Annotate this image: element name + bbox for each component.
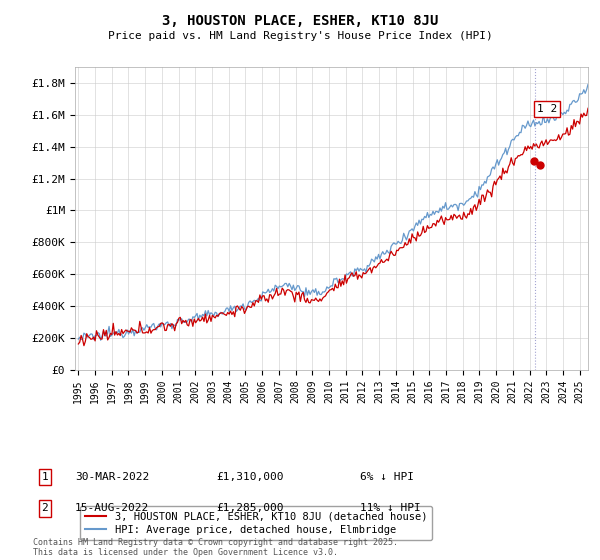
- Point: [529, 157, 538, 166]
- Text: 11% ↓ HPI: 11% ↓ HPI: [360, 503, 421, 514]
- Text: 1: 1: [41, 472, 49, 482]
- Legend: 3, HOUSTON PLACE, ESHER, KT10 8JU (detached house), HPI: Average price, detached: 3, HOUSTON PLACE, ESHER, KT10 8JU (detac…: [80, 506, 432, 540]
- Text: 30-MAR-2022: 30-MAR-2022: [75, 472, 149, 482]
- Text: 3, HOUSTON PLACE, ESHER, KT10 8JU: 3, HOUSTON PLACE, ESHER, KT10 8JU: [162, 14, 438, 28]
- Text: 15-AUG-2022: 15-AUG-2022: [75, 503, 149, 514]
- Text: £1,310,000: £1,310,000: [216, 472, 284, 482]
- Point: [535, 161, 545, 170]
- Text: 2: 2: [41, 503, 49, 514]
- Text: Contains HM Land Registry data © Crown copyright and database right 2025.
This d: Contains HM Land Registry data © Crown c…: [33, 538, 398, 557]
- Text: 1 2: 1 2: [537, 104, 557, 114]
- Text: Price paid vs. HM Land Registry's House Price Index (HPI): Price paid vs. HM Land Registry's House …: [107, 31, 493, 41]
- Text: 6% ↓ HPI: 6% ↓ HPI: [360, 472, 414, 482]
- Text: £1,285,000: £1,285,000: [216, 503, 284, 514]
